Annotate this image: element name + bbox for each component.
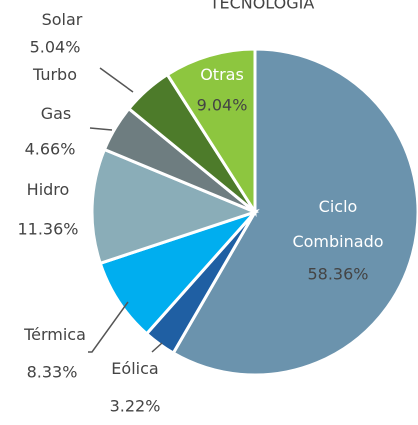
pie-slice <box>90 147 260 266</box>
leader-line <box>151 342 163 353</box>
label-line: Hidro <box>27 180 70 199</box>
pie-slice <box>98 208 260 336</box>
slice-label: Otras <box>200 65 244 84</box>
leader-line <box>89 127 113 131</box>
slice-label: Eólica <box>111 359 158 378</box>
slice-label: Ciclo Combinado <box>292 197 383 251</box>
value-label: 11.36% <box>17 220 78 239</box>
leader-line <box>99 67 134 93</box>
pie-slice <box>165 47 257 218</box>
label-line: Ciclo <box>319 197 358 216</box>
value-label: 4.66% <box>25 140 76 159</box>
label-line: Térmica <box>23 325 86 344</box>
slice-label: Hidro <box>27 180 70 199</box>
value-label: 3.22% <box>110 397 161 416</box>
chart-title: TECNOLOGÍA <box>209 0 315 13</box>
value-label: 5.04% <box>30 38 81 57</box>
label-line: Turbo <box>32 65 77 84</box>
label-line: Solar <box>42 10 83 29</box>
label-line: Gas <box>41 104 72 123</box>
value-label: 8.33% <box>27 363 78 382</box>
leader-line <box>88 301 129 353</box>
label-line: Eólica <box>111 359 158 378</box>
label-line: Otras <box>200 65 244 84</box>
slice-label: Gas <box>41 104 72 123</box>
pie-slice <box>171 47 418 377</box>
label-line: Combinado <box>292 232 383 251</box>
value-label: 9.04% <box>197 96 248 115</box>
slice-label: Solar Turbo <box>32 10 83 84</box>
slice-label: Térmica <box>23 325 86 344</box>
value-label: 58.36% <box>307 265 368 284</box>
